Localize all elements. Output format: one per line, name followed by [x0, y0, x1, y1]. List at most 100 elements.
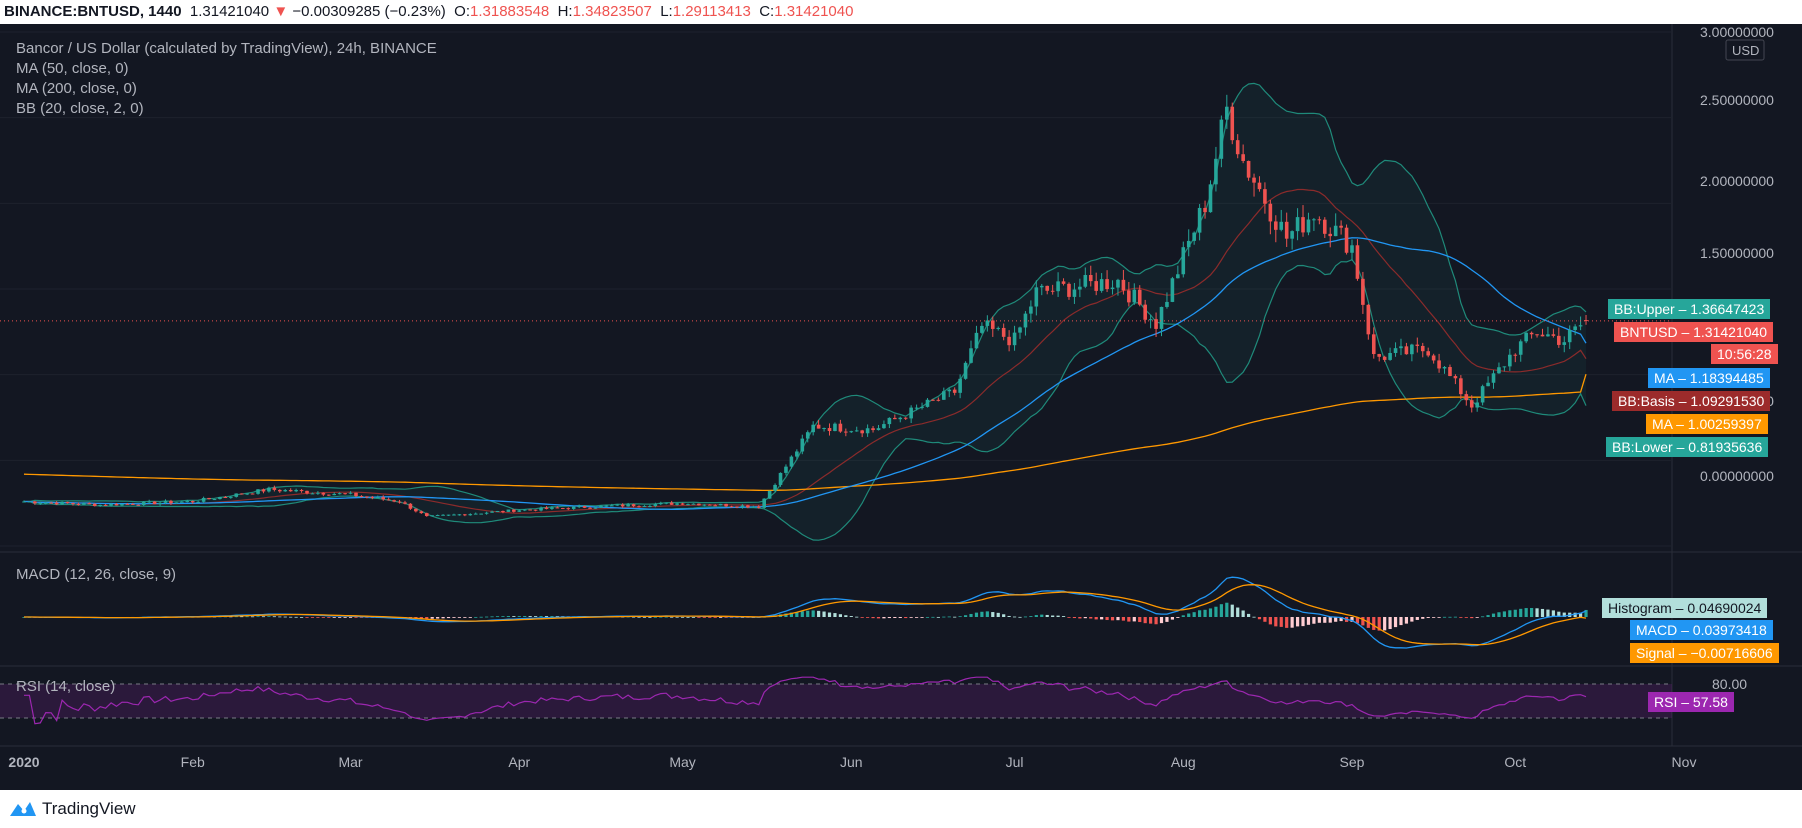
candle-body [920, 406, 924, 408]
macd-histogram-bar [637, 616, 641, 618]
macd-histogram-bar [523, 616, 527, 617]
bb-lower-line [24, 258, 1587, 541]
macd-tag: MACD – 0.03973418 [1630, 620, 1773, 640]
macd-histogram-bar [1323, 617, 1327, 623]
candle-body [1284, 221, 1289, 239]
candle-body [1546, 334, 1550, 337]
candle-body [1480, 386, 1485, 403]
bb-legend[interactable]: BB (20, close, 2, 0) [16, 100, 144, 117]
time-axis-tick: Jun [840, 754, 863, 770]
grid [0, 24, 1802, 747]
candle-body [1137, 289, 1142, 305]
candle-body [359, 496, 364, 498]
macd-histogram-bar [1127, 617, 1131, 622]
candle-body [942, 391, 946, 400]
candle-body [1219, 119, 1224, 159]
candle-body [1274, 221, 1278, 230]
candle-body [697, 503, 701, 506]
macd-histogram-bar [1279, 617, 1283, 627]
candle-body [152, 501, 157, 505]
candle-body [773, 484, 777, 491]
candle-body [1404, 346, 1409, 355]
candle-body [174, 502, 179, 504]
macd-histogram-bar [1165, 617, 1169, 622]
time-axis-tick: Nov [1672, 754, 1697, 770]
candle-body [1230, 106, 1235, 141]
macd-histogram-bar [490, 616, 494, 618]
time-axis-tick: Sep [1340, 754, 1365, 770]
candle-body [1361, 278, 1365, 305]
macd-histogram-bar [1214, 606, 1218, 617]
macd-histogram-bar [316, 617, 320, 618]
macd-histogram-bar [909, 617, 913, 618]
time-axis-tick: May [669, 754, 695, 770]
macd-histogram-bar [925, 616, 930, 618]
candle-body [1448, 367, 1452, 377]
candle-body [1225, 106, 1229, 120]
macd-histogram-bar [1203, 609, 1207, 617]
candle-body [1518, 341, 1523, 355]
macd-legend[interactable]: MACD (12, 26, close, 9) [16, 566, 177, 583]
macd-histogram-bar [479, 616, 483, 618]
high-value: 1.34823507 [572, 3, 652, 20]
ma50-legend[interactable]: MA (50, close, 0) [16, 60, 129, 77]
macd-histogram-bar [1132, 617, 1136, 622]
rsi-legend[interactable]: RSI (14, close) [16, 678, 116, 695]
chart-canvas[interactable]: 3.00000000 2.50000000 2.00000000 1.50000000… [0, 24, 1802, 790]
macd-histogram-bar [539, 616, 543, 617]
candle-body [517, 510, 522, 512]
rsi-tag: RSI – 57.58 [1648, 692, 1734, 712]
candle-body [1508, 354, 1512, 367]
time-axis-tick: Oct [1504, 754, 1526, 770]
macd-histogram-bar [463, 617, 467, 618]
candle-body [1110, 287, 1115, 290]
ma200-legend[interactable]: MA (200, close, 0) [16, 80, 137, 97]
candle-body [947, 389, 952, 392]
price-axis-tick: 0.00000000 [1700, 468, 1774, 484]
candle-body [332, 493, 337, 496]
macd-histogram-bar [1328, 617, 1332, 623]
candle-body [1431, 355, 1436, 361]
macd-histogram-bar [1317, 617, 1321, 623]
candle-body [985, 320, 990, 326]
macd-histogram-bar [855, 616, 859, 618]
macd-histogram-bar [980, 611, 984, 617]
candle-body [680, 503, 685, 505]
candle-body [223, 496, 228, 498]
macd-histogram-bar [1415, 617, 1419, 620]
currency-box [1725, 39, 1765, 61]
macd-histogram-bar [795, 611, 799, 617]
macd-histogram-bar [1377, 617, 1381, 631]
candle-body [299, 490, 304, 492]
macd-histogram-bar [991, 612, 995, 617]
price-tag: MA – 1.18394485 [1648, 368, 1770, 388]
time-axis-tick: 2020 [8, 754, 39, 770]
candle-body [147, 501, 151, 503]
macd-histogram-bar [1246, 613, 1251, 617]
macd-histogram-bar [1083, 617, 1087, 619]
macd-histogram-bar [1274, 617, 1278, 627]
macd-histogram-bar [1350, 617, 1354, 622]
last-price: 1.31421040 [189, 3, 270, 20]
candle-body [1502, 366, 1507, 368]
candle-body [229, 496, 233, 498]
candle-body [1513, 354, 1518, 356]
candle-body [1333, 225, 1338, 237]
candle-body [925, 399, 930, 407]
candle-body [1176, 274, 1180, 279]
macd-histogram-bar [1546, 609, 1550, 617]
macd-histogram-bar [1481, 616, 1485, 618]
candle-body [305, 490, 309, 494]
down-arrow-icon: ▼ [273, 3, 289, 20]
macd-histogram-bar [1530, 607, 1534, 617]
candle-body [1377, 354, 1382, 357]
candle-body [386, 499, 391, 501]
macd-histogram-bar [947, 616, 951, 618]
macd-histogram-bar [468, 617, 472, 618]
signal-line [24, 584, 1587, 646]
candle-body [658, 502, 663, 505]
macd-histogram-bar [294, 616, 298, 618]
candle-body [1165, 301, 1169, 307]
candle-body [1339, 225, 1343, 228]
candle-body [131, 503, 135, 505]
